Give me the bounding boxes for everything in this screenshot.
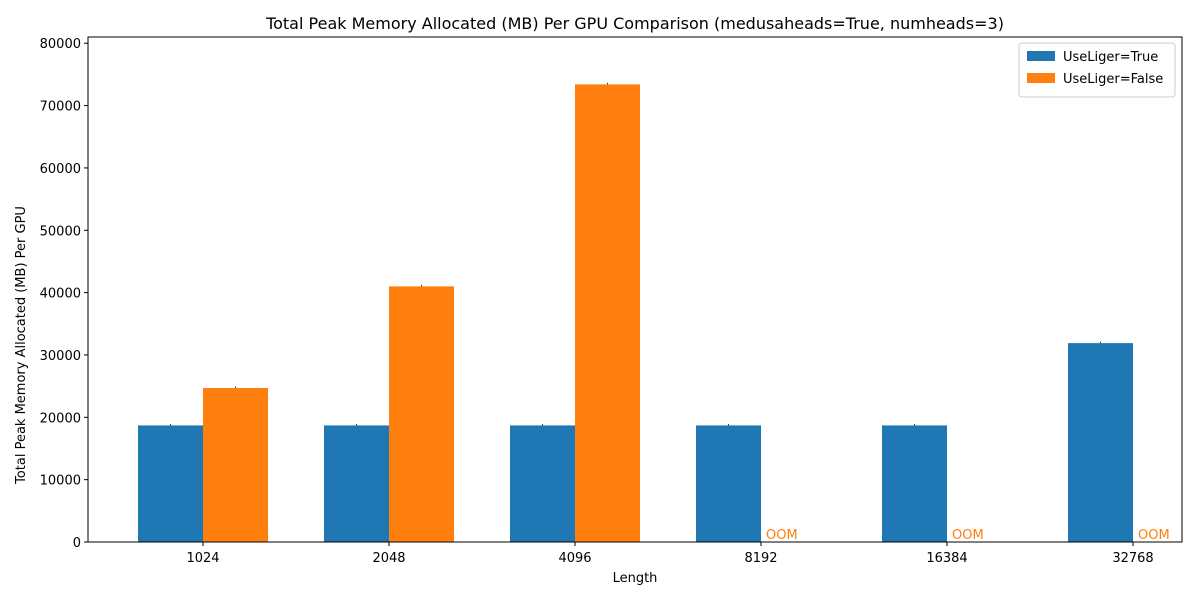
x-tick-label: 4096 — [558, 551, 591, 566]
bar — [138, 425, 203, 542]
bar — [575, 84, 640, 542]
legend-swatch — [1027, 73, 1055, 83]
x-tick-label: 1024 — [186, 551, 219, 566]
x-tick-label: 2048 — [372, 551, 405, 566]
oom-label: OOM — [1138, 528, 1170, 543]
y-tick-label: 70000 — [40, 100, 81, 115]
legend: UseLiger=True UseLiger=False — [1018, 42, 1176, 98]
x-tick-label: 8192 — [744, 551, 777, 566]
oom-label: OOM — [766, 528, 798, 543]
bar — [882, 425, 947, 542]
x-axis-label: Length — [613, 571, 658, 586]
y-tick-label: 30000 — [40, 349, 81, 364]
x-tick-label: 32768 — [1112, 551, 1153, 566]
y-tick-label: 0 — [73, 536, 81, 551]
axes: 0 10000 20000 30000 40000 50000 60000 70000 8000… — [40, 36, 1183, 566]
y-axis-label: Total Peak Memory Allocated (MB) Per GPU — [14, 206, 29, 485]
y-tick-label: 80000 — [40, 37, 81, 52]
plot-area: OOM OOM OOM — [138, 82, 1170, 543]
bar — [324, 425, 389, 542]
oom-label: OOM — [952, 528, 984, 543]
bar — [389, 286, 454, 542]
y-tick-label: 20000 — [40, 411, 81, 426]
legend-label: UseLiger=False — [1063, 72, 1163, 87]
bar — [510, 425, 575, 542]
legend-label: UseLiger=True — [1063, 50, 1158, 65]
y-tick-label: 40000 — [40, 287, 81, 302]
x-tick-label: 16384 — [926, 551, 967, 566]
bar — [1068, 343, 1133, 542]
y-tick-label: 10000 — [40, 474, 81, 489]
legend-swatch — [1027, 51, 1055, 61]
bar — [203, 388, 268, 542]
y-tick-label: 60000 — [40, 162, 81, 177]
bar — [696, 425, 761, 542]
chart-title: Total Peak Memory Allocated (MB) Per GPU… — [265, 14, 1004, 33]
legend-box — [1018, 42, 1176, 98]
y-tick-label: 50000 — [40, 224, 81, 239]
axes-frame — [87, 36, 1183, 543]
